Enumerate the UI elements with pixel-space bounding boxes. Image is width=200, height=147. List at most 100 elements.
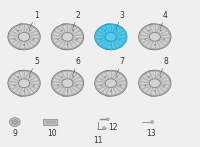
- Ellipse shape: [149, 70, 158, 96]
- Ellipse shape: [145, 85, 146, 86]
- Ellipse shape: [164, 85, 165, 86]
- Ellipse shape: [59, 70, 69, 96]
- Ellipse shape: [104, 24, 113, 50]
- Ellipse shape: [8, 70, 40, 96]
- Text: 11: 11: [93, 136, 103, 145]
- Ellipse shape: [164, 39, 165, 40]
- Ellipse shape: [103, 24, 112, 50]
- Ellipse shape: [76, 39, 77, 40]
- Text: 2: 2: [72, 11, 80, 29]
- Ellipse shape: [18, 76, 19, 77]
- Ellipse shape: [116, 76, 117, 77]
- Ellipse shape: [116, 30, 117, 31]
- Text: 5: 5: [29, 57, 39, 76]
- Ellipse shape: [149, 70, 158, 96]
- Ellipse shape: [149, 32, 160, 41]
- Text: 12: 12: [108, 123, 118, 132]
- Ellipse shape: [33, 85, 34, 86]
- Ellipse shape: [61, 76, 62, 77]
- Ellipse shape: [8, 24, 40, 50]
- Ellipse shape: [101, 39, 102, 40]
- Ellipse shape: [62, 24, 71, 50]
- Ellipse shape: [105, 32, 116, 41]
- Ellipse shape: [151, 121, 154, 124]
- Ellipse shape: [51, 24, 84, 50]
- Ellipse shape: [18, 30, 19, 31]
- Ellipse shape: [16, 24, 25, 50]
- Text: 9: 9: [12, 129, 17, 138]
- Ellipse shape: [148, 70, 157, 96]
- Ellipse shape: [17, 24, 26, 50]
- Ellipse shape: [29, 30, 30, 31]
- Ellipse shape: [107, 118, 109, 121]
- Ellipse shape: [154, 44, 155, 45]
- Ellipse shape: [105, 24, 114, 50]
- Ellipse shape: [120, 39, 121, 40]
- Text: 1: 1: [29, 11, 39, 29]
- Ellipse shape: [18, 70, 27, 96]
- Ellipse shape: [104, 30, 106, 31]
- Ellipse shape: [57, 85, 59, 86]
- Text: 4: 4: [160, 11, 168, 29]
- Text: 10: 10: [47, 129, 56, 138]
- Ellipse shape: [102, 70, 111, 96]
- Ellipse shape: [17, 70, 26, 96]
- Ellipse shape: [148, 24, 157, 50]
- Ellipse shape: [146, 24, 155, 50]
- Ellipse shape: [105, 70, 114, 96]
- Text: 13: 13: [146, 129, 156, 138]
- Ellipse shape: [110, 91, 111, 92]
- Ellipse shape: [51, 70, 84, 96]
- Ellipse shape: [105, 24, 115, 50]
- Ellipse shape: [60, 70, 69, 96]
- Ellipse shape: [102, 24, 111, 50]
- FancyBboxPatch shape: [43, 119, 58, 126]
- Ellipse shape: [160, 76, 161, 77]
- Ellipse shape: [19, 79, 30, 88]
- Ellipse shape: [62, 70, 71, 96]
- Text: 7: 7: [116, 57, 125, 76]
- Ellipse shape: [62, 79, 73, 88]
- Ellipse shape: [61, 24, 70, 50]
- Ellipse shape: [29, 76, 30, 77]
- Ellipse shape: [9, 118, 20, 127]
- Ellipse shape: [19, 24, 28, 50]
- Ellipse shape: [19, 70, 28, 96]
- Ellipse shape: [15, 70, 24, 96]
- Ellipse shape: [59, 24, 69, 50]
- Ellipse shape: [147, 24, 156, 50]
- Ellipse shape: [73, 76, 74, 77]
- Ellipse shape: [60, 24, 69, 50]
- Ellipse shape: [19, 32, 30, 41]
- Ellipse shape: [18, 24, 27, 50]
- Ellipse shape: [149, 24, 158, 50]
- Ellipse shape: [14, 39, 15, 40]
- Ellipse shape: [24, 44, 25, 45]
- Ellipse shape: [12, 120, 18, 124]
- Ellipse shape: [61, 30, 62, 31]
- Ellipse shape: [148, 76, 150, 77]
- Ellipse shape: [95, 70, 127, 96]
- Ellipse shape: [15, 24, 24, 50]
- Text: 3: 3: [116, 11, 125, 29]
- Ellipse shape: [104, 76, 106, 77]
- Ellipse shape: [76, 85, 77, 86]
- Ellipse shape: [73, 30, 74, 31]
- Ellipse shape: [33, 39, 34, 40]
- Ellipse shape: [59, 70, 68, 96]
- Text: 8: 8: [160, 57, 168, 76]
- Ellipse shape: [110, 44, 111, 45]
- Ellipse shape: [105, 70, 115, 96]
- Ellipse shape: [62, 32, 73, 41]
- Ellipse shape: [61, 70, 70, 96]
- Ellipse shape: [139, 24, 171, 50]
- Ellipse shape: [149, 24, 158, 50]
- Ellipse shape: [67, 91, 68, 92]
- Ellipse shape: [101, 85, 102, 86]
- Ellipse shape: [148, 30, 150, 31]
- Text: 6: 6: [72, 57, 80, 76]
- Ellipse shape: [59, 24, 68, 50]
- Ellipse shape: [145, 39, 146, 40]
- Ellipse shape: [57, 39, 59, 40]
- Ellipse shape: [139, 70, 171, 96]
